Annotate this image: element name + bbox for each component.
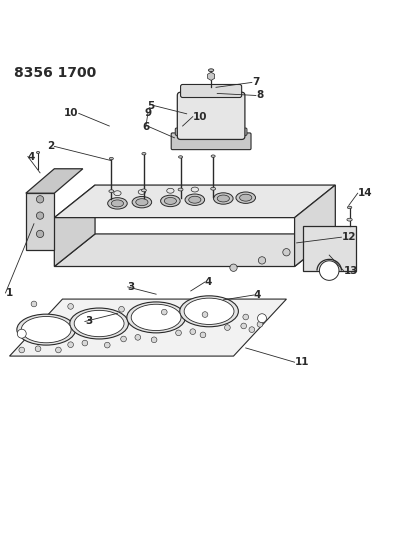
Text: 5: 5 [146,101,154,111]
Circle shape [36,196,44,203]
Circle shape [319,261,338,280]
Circle shape [35,346,41,352]
Ellipse shape [346,218,351,221]
Circle shape [240,323,246,329]
Text: 4: 4 [28,151,35,161]
Circle shape [202,312,207,318]
Ellipse shape [184,298,234,325]
Text: 6: 6 [142,122,149,132]
Ellipse shape [108,198,127,209]
FancyBboxPatch shape [180,84,241,98]
Text: 2: 2 [47,141,54,151]
Circle shape [282,248,290,256]
Ellipse shape [74,310,124,337]
Circle shape [55,347,61,353]
Polygon shape [54,185,95,266]
Circle shape [135,335,140,340]
Ellipse shape [164,197,176,204]
Polygon shape [9,299,286,356]
Circle shape [36,212,44,219]
Ellipse shape [213,193,233,204]
Text: 14: 14 [357,188,371,198]
Ellipse shape [36,151,40,154]
Circle shape [19,347,25,353]
Polygon shape [294,185,335,266]
Circle shape [118,306,124,312]
Text: 8356 1700: 8356 1700 [13,66,96,80]
Ellipse shape [109,190,114,192]
Circle shape [36,230,44,238]
Circle shape [175,330,181,336]
Circle shape [189,329,195,335]
Ellipse shape [179,296,238,327]
FancyBboxPatch shape [175,128,246,135]
Ellipse shape [239,194,251,201]
Ellipse shape [178,188,182,191]
Ellipse shape [184,194,204,205]
Ellipse shape [211,155,215,157]
Ellipse shape [70,308,128,339]
Text: 13: 13 [343,265,357,276]
Circle shape [229,264,236,271]
Circle shape [242,314,248,320]
Polygon shape [26,193,54,250]
Ellipse shape [109,157,113,160]
Ellipse shape [142,152,146,155]
Ellipse shape [132,197,151,208]
Text: 7: 7 [251,77,258,87]
Ellipse shape [141,189,146,192]
Text: 1: 1 [5,288,13,298]
Text: 10: 10 [64,108,79,118]
Text: 11: 11 [294,357,308,367]
Ellipse shape [208,69,213,71]
Text: 4: 4 [204,277,212,287]
Text: 3: 3 [127,282,135,292]
Circle shape [104,342,110,348]
Text: 3: 3 [85,317,92,327]
Circle shape [17,329,26,338]
Circle shape [200,332,205,338]
Text: 12: 12 [341,232,355,242]
Circle shape [258,257,265,264]
Ellipse shape [210,187,215,190]
Ellipse shape [346,206,351,209]
Circle shape [256,321,262,327]
Text: 8: 8 [255,91,263,100]
FancyBboxPatch shape [171,133,250,150]
Circle shape [224,325,230,330]
Polygon shape [302,226,355,271]
Polygon shape [54,234,335,266]
Polygon shape [26,169,83,193]
Ellipse shape [131,304,181,330]
Circle shape [67,342,73,348]
Text: 10: 10 [192,111,207,122]
Text: 4: 4 [253,290,261,300]
Ellipse shape [178,156,182,158]
Ellipse shape [160,195,180,207]
Circle shape [31,301,37,307]
Polygon shape [54,185,335,217]
Circle shape [120,336,126,342]
Circle shape [67,304,73,309]
Ellipse shape [135,199,148,206]
FancyBboxPatch shape [177,92,244,140]
Ellipse shape [111,200,123,207]
Text: 9: 9 [144,108,151,118]
Ellipse shape [126,302,185,333]
Circle shape [82,340,88,346]
Circle shape [248,327,254,333]
Circle shape [161,309,167,315]
Ellipse shape [235,192,255,204]
Ellipse shape [21,317,71,343]
Ellipse shape [217,195,229,202]
Ellipse shape [17,314,75,345]
Circle shape [151,337,157,343]
Circle shape [257,314,266,322]
Ellipse shape [188,196,200,203]
